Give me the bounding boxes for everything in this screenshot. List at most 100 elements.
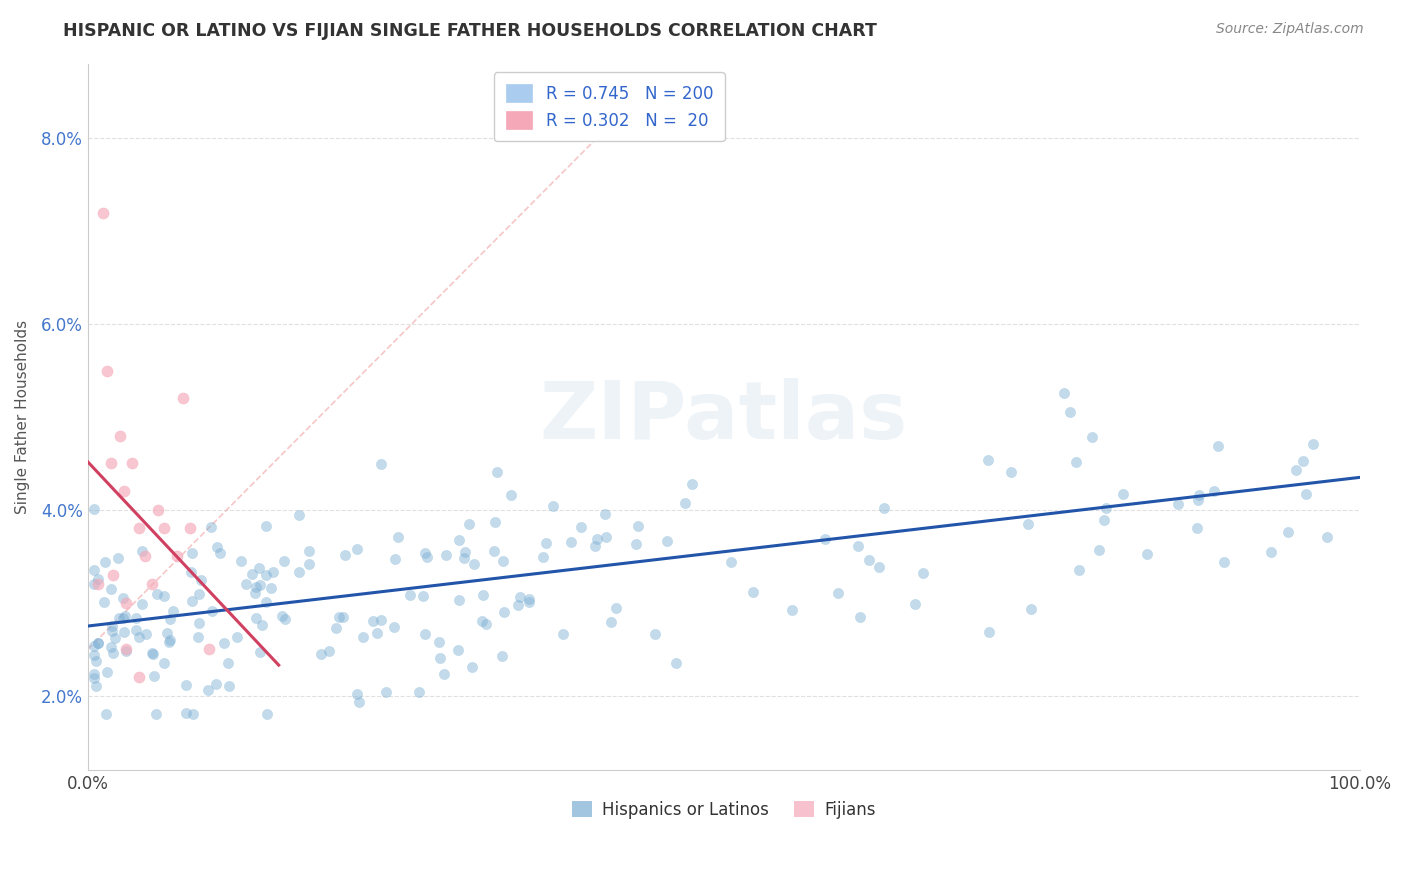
Point — [172, 392, 194, 406]
Point — [87, 572, 110, 586]
Point — [273, 612, 295, 626]
Point — [352, 631, 374, 645]
Point — [332, 609, 354, 624]
Point — [599, 615, 621, 630]
Point — [585, 532, 607, 546]
Point — [197, 642, 219, 657]
Point — [166, 549, 188, 564]
Point — [413, 546, 436, 560]
Point — [814, 532, 837, 546]
Point — [254, 518, 277, 533]
Point — [509, 590, 531, 604]
Point — [1206, 439, 1229, 453]
Point — [181, 546, 204, 560]
Point — [347, 695, 370, 709]
Point — [413, 627, 436, 641]
Point — [93, 595, 115, 609]
Point — [1092, 513, 1115, 527]
Point — [1188, 488, 1211, 502]
Point — [152, 589, 174, 603]
Point — [112, 611, 135, 625]
Point — [226, 630, 249, 644]
Point — [245, 611, 267, 625]
Point — [333, 548, 356, 562]
Point — [627, 518, 650, 533]
Point — [218, 679, 240, 693]
Point — [1136, 547, 1159, 561]
Point — [174, 706, 197, 721]
Point — [103, 646, 125, 660]
Point — [1080, 430, 1102, 444]
Point — [84, 679, 107, 693]
Point — [1019, 602, 1042, 616]
Point — [1212, 555, 1234, 569]
Point — [374, 685, 396, 699]
Point — [904, 597, 927, 611]
Point — [153, 521, 176, 535]
Point — [174, 678, 197, 692]
Point — [131, 597, 153, 611]
Point — [162, 604, 184, 618]
Point — [858, 553, 880, 567]
Point — [665, 657, 688, 671]
Point — [101, 624, 124, 639]
Point — [112, 591, 135, 606]
Point — [121, 457, 143, 471]
Point — [415, 549, 437, 564]
Point — [205, 540, 228, 554]
Point — [83, 563, 105, 577]
Point — [1064, 455, 1087, 469]
Point — [412, 590, 434, 604]
Point — [114, 609, 136, 624]
Point — [156, 626, 179, 640]
Point — [318, 644, 340, 658]
Point — [560, 535, 582, 549]
Point — [83, 639, 105, 653]
Point — [1088, 542, 1111, 557]
Point — [486, 465, 509, 479]
Point — [458, 516, 481, 531]
Point — [240, 566, 263, 581]
Point — [146, 503, 169, 517]
Point — [146, 586, 169, 600]
Text: HISPANIC OR LATINO VS FIJIAN SINGLE FATHER HOUSEHOLDS CORRELATION CHART: HISPANIC OR LATINO VS FIJIAN SINGLE FATH… — [63, 22, 877, 40]
Point — [593, 508, 616, 522]
Point — [96, 363, 118, 377]
Point — [1167, 497, 1189, 511]
Point — [644, 627, 666, 641]
Point — [254, 567, 277, 582]
Point — [517, 595, 540, 609]
Point — [506, 598, 529, 612]
Point — [115, 642, 138, 657]
Point — [449, 533, 471, 547]
Point — [869, 559, 891, 574]
Point — [131, 544, 153, 558]
Point — [83, 648, 105, 662]
Point — [1069, 563, 1091, 577]
Point — [209, 546, 232, 560]
Point — [977, 625, 1000, 640]
Point — [205, 676, 228, 690]
Point — [94, 707, 117, 722]
Point — [128, 630, 150, 644]
Point — [346, 542, 368, 557]
Point — [1187, 492, 1209, 507]
Point — [433, 666, 456, 681]
Point — [846, 539, 869, 553]
Point — [100, 582, 122, 596]
Point — [655, 533, 678, 548]
Point — [827, 586, 849, 600]
Point — [551, 627, 574, 641]
Point — [188, 616, 211, 631]
Point — [256, 707, 278, 722]
Point — [447, 592, 470, 607]
Point — [298, 557, 321, 571]
Point — [536, 535, 558, 549]
Point — [201, 604, 224, 618]
Point — [249, 578, 271, 592]
Point — [742, 585, 765, 599]
Point — [1284, 463, 1306, 477]
Point — [243, 586, 266, 600]
Point — [471, 614, 494, 628]
Point — [673, 496, 696, 510]
